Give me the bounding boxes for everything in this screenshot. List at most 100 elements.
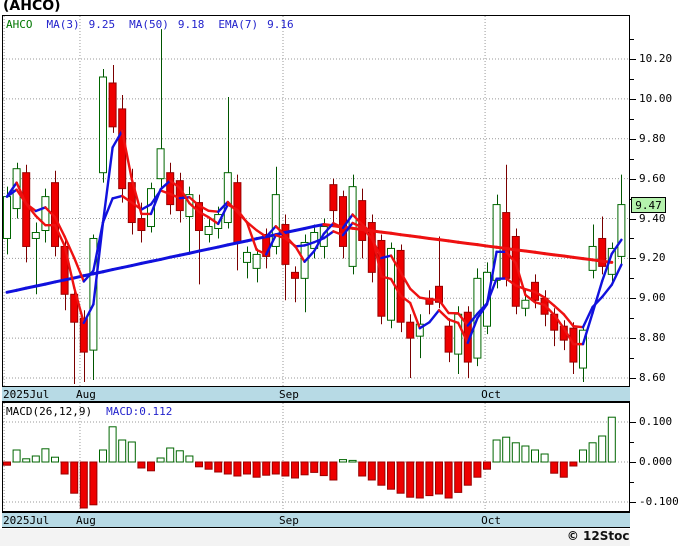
macd-bar-negative [310,461,319,473]
x-axis-bar-bottom: 2025Jul Aug Sep Oct [2,512,630,528]
macd-bar-positive [607,416,616,463]
candle-up [99,76,107,174]
candle-up [617,204,626,257]
y-axis-label: 0.100 [639,415,673,428]
y-axis-tick [630,78,634,80]
macd-bar-negative [473,461,482,478]
y-axis-tick [630,358,634,360]
legend-ema7-value: 9.16 [267,18,294,31]
macd-bar-positive [31,455,40,463]
macd-bar-positive [22,458,31,463]
candle-up [31,231,40,239]
macd-bar-positive [531,449,539,463]
y-axis-tick [630,502,636,503]
macd-bar-positive [127,441,136,463]
macd-bar-positive [511,442,520,463]
macd-bar-negative [252,461,261,478]
candles-layer [3,29,626,385]
macd-bar-positive [540,453,549,463]
macd-bar-positive [41,448,50,463]
macd-bar-negative [367,461,376,481]
candle-up [3,196,11,239]
macd-bar-positive [185,455,194,463]
macd-bar-negative [195,461,203,468]
macd-bar-negative [300,461,309,476]
macd-bar-positive [348,459,357,463]
macd-bar-negative [435,461,443,495]
macd-bar-negative [204,461,213,470]
x-axis-label: Aug [75,388,96,401]
macd-bar-positive [99,449,107,463]
candle-down [22,172,31,247]
legend-ma50-value: 9.18 [177,18,205,31]
macd-bar-negative [319,461,328,477]
legend-ma50-label: MA(50) [129,18,169,31]
price-gridlines [3,16,629,386]
price-chart-svg [3,16,629,386]
candle-down [598,237,607,267]
macd-bar-negative [550,461,559,474]
candle-down [291,271,299,279]
macd-bar-negative [387,461,395,490]
candle-up [579,329,587,369]
y-axis-tick [630,422,636,423]
candle-down [435,285,443,303]
y-axis-label: 10.20 [639,52,673,66]
candle-down [195,202,203,232]
x-axis-label: 2025Jul [3,388,50,401]
macd-bar-negative [358,461,367,477]
y-axis-tick [630,59,636,61]
price-panel: AHCO MA(3) 9.25 MA(50) 9.18 EMA(7) 9.16 [2,15,630,387]
candle-up [454,313,463,355]
y-axis-tick [630,258,636,260]
macd-bar-positive [166,447,175,463]
macd-bar-positive [588,442,597,463]
macd-bar-positive [598,435,607,463]
macd-bar-positive [502,436,511,463]
y-axis-tick [630,158,634,160]
macd-bar-negative [60,461,69,475]
y-axis-tick [630,238,634,240]
y-axis-label: 10.00 [639,91,673,105]
y-axis-label: -0.100 [639,495,679,508]
macd-bar-negative [137,461,146,469]
macd-bar-negative [444,461,453,499]
candle-down [329,184,338,212]
y-axis-tick [630,318,634,320]
y-axis-label: 9.00 [639,291,666,305]
legend-symbol: AHCO [6,18,33,31]
macd-bar-negative [377,461,386,486]
macd-bar-negative [454,461,463,493]
y-axis-tick [630,442,634,443]
legend-ma3-label: MA(3) [46,18,80,31]
y-axis-tick [630,462,636,463]
macd-bar-negative [396,461,405,494]
macd-bar-negative [406,461,415,498]
macd-bar-negative [415,461,424,499]
macd-bar-negative [271,461,280,475]
macd-panel: MACD(26,12,9) MACD:0.112 [2,402,630,512]
macd-bars [3,416,616,509]
legend-ma3-value: 9.25 [88,18,116,31]
macd-bar-negative [223,461,232,475]
macd-bar-negative [281,461,290,477]
y-axis-tick [630,138,636,140]
candle-up [41,196,50,232]
y-axis-tick [630,338,636,340]
candle-up [521,299,530,309]
x-axis-label: Sep [279,388,299,401]
candle-up [156,148,165,180]
macd-bar-negative [483,461,491,470]
candle-down [79,317,88,353]
price-legend: AHCO MA(3) 9.25 MA(50) 9.18 EMA(7) 9.16 [6,18,294,31]
macd-bar-negative [243,461,251,475]
candle-up [223,172,232,224]
macd-bar-negative [79,461,88,509]
macd-bar-negative [89,461,98,506]
macd-bar-positive [12,449,21,463]
y-axis-tick [630,218,636,220]
y-axis-tick [630,98,636,100]
bottom-strip [0,529,680,546]
macd-bar-negative [3,461,11,466]
ema7-line [5,188,623,329]
